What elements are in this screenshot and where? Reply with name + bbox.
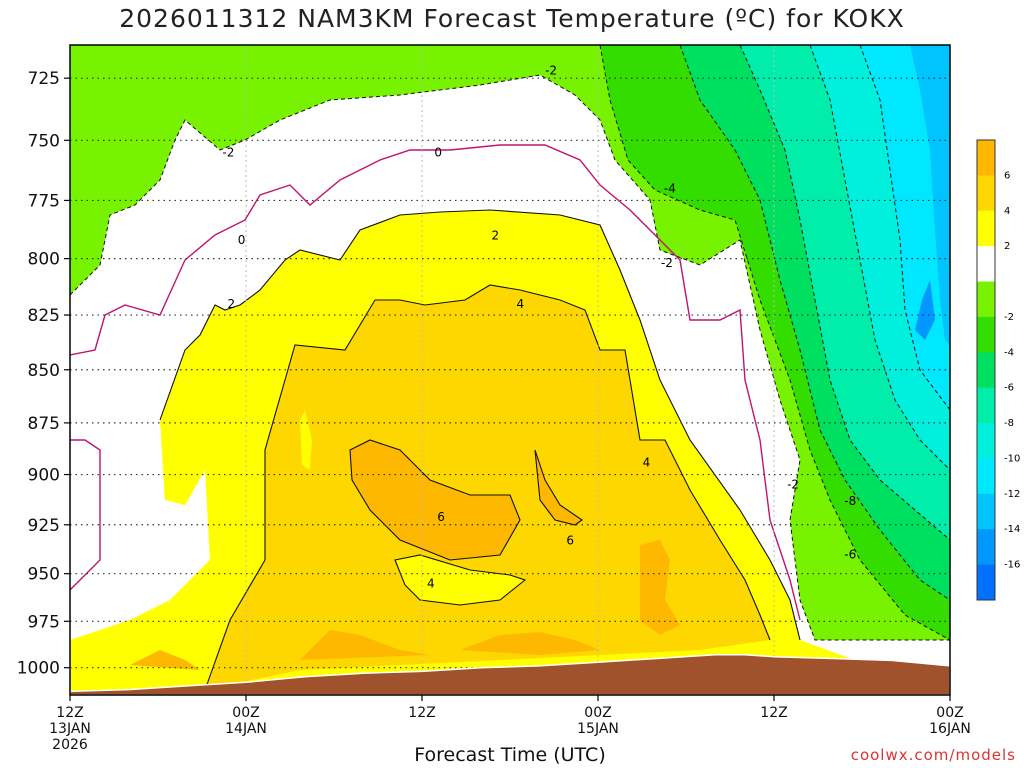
colorbar-swatch-1 [977, 175, 995, 212]
contour-m6 [679, 45, 950, 601]
y-tick-label-4: 825 [28, 306, 60, 326]
colorbar-label-8: -12 [1004, 489, 1020, 500]
contour-label-6: 4 [516, 297, 524, 311]
x-tick-label-1-0: 00Z [232, 705, 259, 721]
band-6-8-b [535, 450, 582, 525]
y-tick-label-7: 900 [28, 466, 60, 486]
contour-m2 [70, 74, 950, 641]
colorbar-swatch-2 [977, 210, 995, 247]
colorbar-label-7: -10 [1004, 453, 1020, 464]
band-0-2-left [70, 440, 100, 590]
x-tick-label-1-1: 14JAN [225, 721, 267, 737]
x-tick-label-0-0: 12Z [56, 705, 83, 721]
contour-4 [204, 284, 771, 691]
colorbar-label-3: -2 [1004, 312, 1014, 323]
contour-label-2: 0 [238, 233, 246, 247]
terrain [70, 654, 950, 695]
x-tick-label-3-1: 15JAN [577, 721, 619, 737]
band-2-4-inner-b [300, 410, 312, 470]
contour-label-3: 0 [434, 146, 442, 160]
contour-label-4: 2 [228, 297, 236, 311]
colorbar-swatch-8 [977, 423, 995, 459]
contour-label-8: 6 [437, 510, 445, 524]
y-tick-label-6: 875 [28, 414, 60, 434]
contour-2 [159, 209, 801, 641]
colorbar: 6 4 2 -2 -4 -6 -8 -10 -12 -14 -16 [976, 139, 1020, 601]
colorbar-swatch-3 [977, 246, 995, 283]
band-m14-m16 [910, 45, 950, 345]
contour-4b [394, 554, 527, 606]
colorbar-swatch-12 [977, 564, 995, 601]
band-m16-m18 [915, 280, 935, 340]
y-tick-label-9: 950 [28, 565, 60, 585]
contour-label-7: 4 [643, 455, 651, 469]
band-6-8-c [640, 540, 680, 635]
contour-labels: -2 -2 0 0 2 2 4 4 6 6 4 -4 -2 -2 -8 -6 [222, 64, 856, 591]
contour-label-1: -2 [545, 64, 557, 78]
y-tick-label-3: 800 [28, 250, 60, 270]
contour-label-5: 2 [492, 229, 500, 243]
x-tick-label-2-0: 12Z [408, 705, 435, 721]
contour-m12 [859, 45, 950, 411]
x-tick-label-3-0: 00Z [584, 705, 611, 721]
colorbar-label-5: -6 [1004, 383, 1014, 394]
colorbar-swatch-9 [977, 458, 995, 495]
y-tick-label-8: 925 [28, 516, 60, 536]
x-axis-label: Forecast Time (UTC) [414, 744, 606, 766]
contour-label-15: -6 [844, 547, 856, 561]
chart-title: 2026011312 NAM3KM Forecast Temperature (… [119, 4, 905, 33]
band-6-8-a [350, 440, 520, 560]
plot-area [70, 45, 950, 695]
colorbar-label-6: -8 [1004, 418, 1014, 429]
band-6-8-e [300, 630, 430, 660]
x-tick-label-4-0: 12Z [760, 705, 787, 721]
y-axis: 725 750 775 800 825 850 875 900 925 950 975 1000 [17, 69, 70, 679]
contour-m8 [739, 45, 950, 541]
y-tick-label-0: 725 [28, 69, 60, 89]
colorbar-label-1: 4 [1004, 206, 1010, 217]
colorbar-swatch-5 [977, 316, 995, 353]
y-tick-label-10: 975 [28, 612, 60, 632]
contour-m10 [809, 45, 950, 471]
y-tick-label-11: 1000 [17, 659, 60, 679]
colorbar-swatch-11 [977, 529, 995, 566]
y-tick-label-1: 750 [28, 131, 60, 151]
credit-text: coolwx.com/models [850, 746, 1016, 764]
band-6-8-f [460, 632, 600, 655]
colorbar-label-2: 2 [1004, 241, 1010, 252]
contour-0 [70, 144, 801, 621]
colorbar-swatch-6 [977, 352, 995, 389]
contour-label-10: 4 [427, 576, 435, 590]
contour-label-0: -2 [222, 146, 234, 160]
x-tick-label-5-0: 00Z [936, 705, 963, 721]
colorbar-swatch-7 [977, 387, 995, 424]
colorbar-swatch-10 [977, 493, 995, 530]
contour-label-14: -8 [844, 494, 856, 508]
band-6-8-d [130, 650, 200, 670]
colorbar-label-0: 6 [1004, 170, 1010, 181]
contour-0-left [70, 439, 101, 591]
colorbar-frame [976, 139, 996, 601]
x-tick-label-5-1: 16JAN [929, 721, 971, 737]
contour-label-9: 6 [566, 534, 574, 548]
colorbar-swatch-4 [977, 281, 995, 318]
colorbar-swatch-0 [977, 140, 995, 176]
band-4-6 [205, 285, 770, 690]
colorbar-label-4: -4 [1004, 347, 1014, 358]
colorbar-label-10: -16 [1004, 560, 1020, 571]
contour-label-11: -4 [664, 182, 676, 196]
contour-6 [349, 439, 521, 561]
band-2-4-inner [395, 555, 525, 605]
x-tick-label-0-2: 2026 [52, 737, 88, 753]
contour-label-12: -2 [661, 256, 673, 270]
y-tick-label-2: 775 [28, 191, 60, 211]
contour-label-13: -2 [787, 478, 799, 492]
colorbar-label-9: -14 [1004, 524, 1020, 535]
x-tick-label-0-1: 13JAN [49, 721, 91, 737]
contour-6b [534, 449, 583, 526]
y-tick-label-5: 850 [28, 361, 60, 381]
